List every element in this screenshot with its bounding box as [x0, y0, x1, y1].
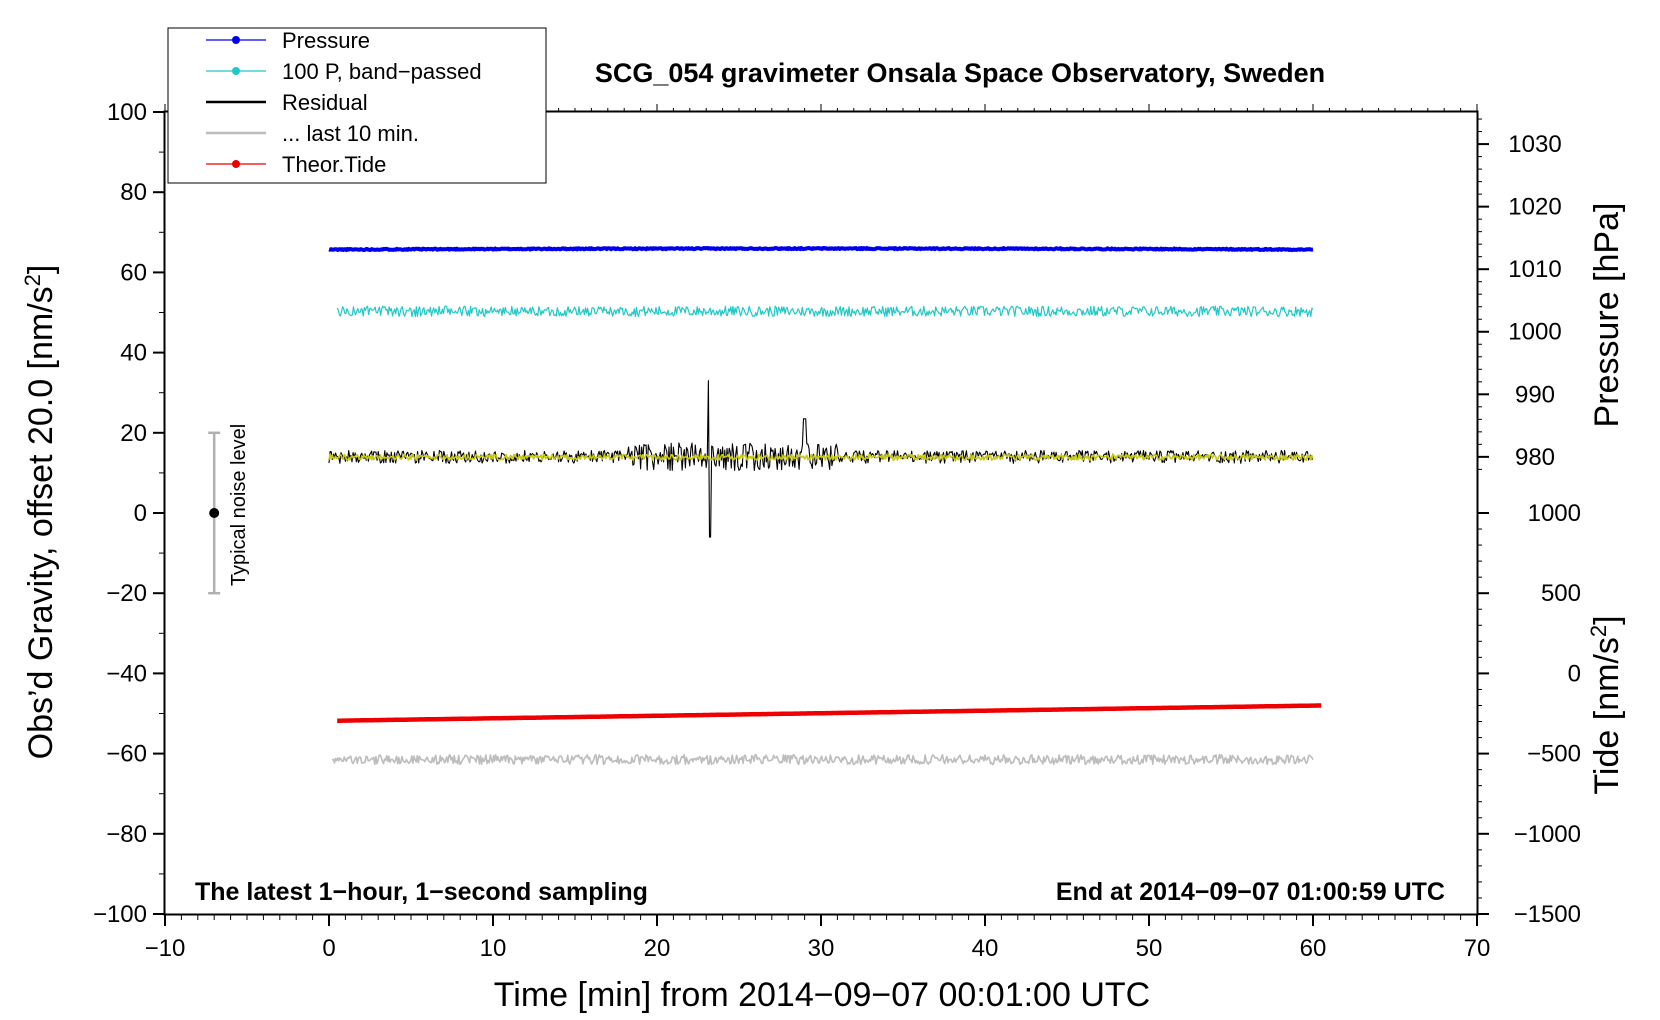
tide-axis-title: Tide [nm/s2]	[1586, 615, 1627, 794]
pressure-tick-label: 990	[1515, 381, 1555, 408]
x-axis-title: Time [min] from 2014−09−07 00:01:00 UTC	[494, 976, 1150, 1014]
pressure-tick-label: 980	[1515, 444, 1555, 471]
y-tick-label: −20	[106, 580, 147, 607]
x-tick-label: 30	[808, 935, 835, 962]
tide-tick-label: −1500	[1514, 901, 1581, 928]
legend-label: Theor.Tide	[282, 152, 386, 177]
axis-ticks	[153, 104, 1489, 926]
chart-title: SCG_054 gravimeter Onsala Space Observat…	[595, 58, 1325, 88]
tide-tick-label: −1000	[1514, 821, 1581, 848]
legend-label: Pressure	[282, 28, 370, 53]
y-tick-labels: −100 −80 −60 −40 −20 0 20 40 60 80 100	[93, 99, 147, 928]
series-line-100-p-band-passed	[336, 305, 1314, 318]
end-time-annotation: End at 2014−09−07 01:00:59 UTC	[1056, 878, 1445, 906]
x-tick-label: 20	[644, 935, 671, 962]
y-tick-label: 80	[120, 179, 147, 206]
y-tick-label: 20	[120, 420, 147, 447]
pressure-tick-label: 1020	[1508, 194, 1561, 221]
legend-marker	[232, 160, 240, 168]
pressure-tick-label: 1030	[1508, 131, 1561, 158]
legend-box	[167, 27, 547, 184]
series-line--last-10-min-	[331, 754, 1314, 766]
y-tick-label: 60	[120, 259, 147, 286]
x-tick-label: 0	[322, 935, 335, 962]
noise-level-label: Typical noise level	[228, 424, 250, 586]
plot-area	[163, 110, 1479, 916]
pressure-tick-label: 1000	[1508, 319, 1561, 346]
series-line-theor-tide	[336, 703, 1323, 723]
x-tick-labels: −10 0 10 20 30 40 50 60 70	[145, 935, 1491, 962]
tide-tick-label: 1000	[1528, 500, 1581, 527]
legend-label: 100 P, band−passed	[282, 59, 482, 84]
sampling-annotation: The latest 1−hour, 1−second sampling	[195, 878, 648, 906]
y-axis-title: Obs’d Gravity, offset 20.0 [nm/s2]	[20, 265, 61, 760]
x-tick-label: 50	[1136, 935, 1163, 962]
y-tick-label: −100	[93, 901, 147, 928]
x-tick-label: 60	[1300, 935, 1327, 962]
pressure-axis-title: Pressure [hPa]	[1588, 203, 1626, 428]
legend-label: ... last 10 min.	[282, 121, 419, 146]
legend-marker	[232, 67, 240, 75]
y-tick-label: 40	[120, 340, 147, 367]
series-layer	[328, 246, 1323, 766]
y-tick-label: −40	[106, 660, 147, 687]
x-tick-label: 10	[480, 935, 507, 962]
legend: Pressure 100 P, band−passed Residual ... la…	[167, 27, 547, 184]
x-tick-label: −10	[145, 935, 186, 962]
tide-tick-label: 0	[1568, 660, 1581, 687]
y-tick-label: −60	[106, 741, 147, 768]
y-tick-label: 100	[107, 99, 147, 126]
legend-label: Residual	[282, 90, 368, 115]
y-tick-label: −80	[106, 821, 147, 848]
legend-marker	[232, 36, 240, 44]
pressure-tick-label: 1010	[1508, 256, 1561, 283]
tide-tick-label: −500	[1527, 741, 1581, 768]
tide-tick-label: 500	[1541, 580, 1581, 607]
tide-tick-labels: −1500 −1000 −500 0 500 1000	[1514, 500, 1581, 928]
series-line-pressure	[328, 246, 1314, 253]
x-tick-label: 40	[972, 935, 999, 962]
noise-bar-center	[209, 508, 220, 518]
noise-level-bar	[208, 431, 221, 595]
x-tick-label: 70	[1464, 935, 1491, 962]
series-line-residual	[328, 380, 1314, 538]
y-tick-label: 0	[134, 500, 147, 527]
series-line-residual-smoothed	[328, 453, 1314, 461]
pressure-tick-labels: 980 990 1000 1010 1020 1030	[1508, 131, 1561, 471]
